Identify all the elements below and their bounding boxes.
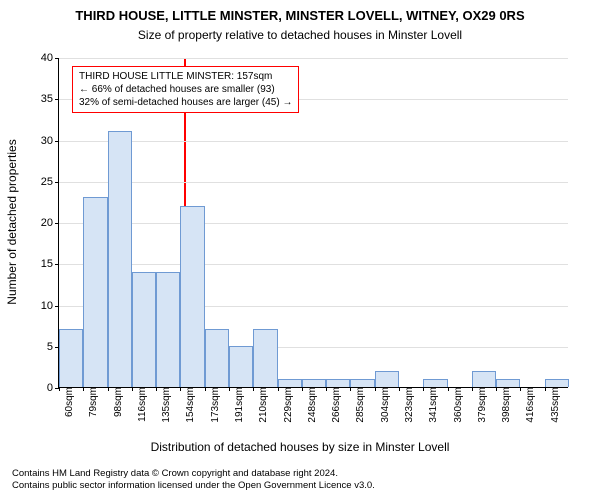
x-tick-label: 304sqm bbox=[378, 387, 391, 423]
histogram-bar bbox=[350, 379, 374, 387]
x-tick-label: 379sqm bbox=[475, 387, 488, 423]
histogram-bar bbox=[496, 379, 520, 387]
x-tick-label: 285sqm bbox=[353, 387, 366, 423]
x-tick-label: 98sqm bbox=[111, 387, 124, 417]
histogram-bar bbox=[472, 371, 496, 388]
y-tick-label: 20 bbox=[41, 217, 59, 229]
chart-container: THIRD HOUSE, LITTLE MINSTER, MINSTER LOV… bbox=[0, 0, 600, 500]
histogram-bar bbox=[545, 379, 569, 387]
histogram-bar bbox=[302, 379, 326, 387]
x-tick-label: 266sqm bbox=[329, 387, 342, 423]
y-tick-label: 15 bbox=[41, 258, 59, 270]
x-tick-label: 360sqm bbox=[451, 387, 464, 423]
x-tick-label: 248sqm bbox=[305, 387, 318, 423]
histogram-bar bbox=[278, 379, 302, 387]
annotation-line: 32% of semi-detached houses are larger (… bbox=[79, 96, 292, 109]
x-tick-label: 229sqm bbox=[281, 387, 294, 423]
annotation-box: THIRD HOUSE LITTLE MINSTER: 157sqm← 66% … bbox=[72, 66, 299, 113]
y-tick-label: 25 bbox=[41, 176, 59, 188]
x-tick-label: 135sqm bbox=[159, 387, 172, 423]
chart-subtitle: Size of property relative to detached ho… bbox=[0, 28, 600, 42]
y-tick-label: 0 bbox=[47, 382, 59, 394]
footer-line-1: Contains HM Land Registry data © Crown c… bbox=[12, 468, 375, 480]
histogram-bar bbox=[375, 371, 399, 388]
histogram-bar bbox=[83, 197, 107, 387]
x-tick-label: 435sqm bbox=[548, 387, 561, 423]
annotation-line: THIRD HOUSE LITTLE MINSTER: 157sqm bbox=[79, 70, 292, 83]
histogram-bar bbox=[423, 379, 447, 387]
x-axis-label: Distribution of detached houses by size … bbox=[0, 440, 600, 454]
gridline bbox=[59, 182, 568, 183]
x-tick-label: 79sqm bbox=[86, 387, 99, 417]
histogram-bar bbox=[253, 329, 277, 387]
x-tick-label: 416sqm bbox=[523, 387, 536, 423]
histogram-bar bbox=[326, 379, 350, 387]
footer-line-2: Contains public sector information licen… bbox=[12, 480, 375, 492]
histogram-bar bbox=[229, 346, 253, 387]
histogram-bar bbox=[156, 272, 180, 388]
histogram-bar bbox=[180, 206, 204, 388]
y-tick-label: 40 bbox=[41, 52, 59, 64]
x-tick-label: 398sqm bbox=[499, 387, 512, 423]
gridline bbox=[59, 264, 568, 265]
x-tick-label: 116sqm bbox=[135, 387, 148, 422]
x-tick-label: 341sqm bbox=[426, 387, 439, 423]
footer-text: Contains HM Land Registry data © Crown c… bbox=[12, 468, 375, 493]
gridline bbox=[59, 223, 568, 224]
gridline bbox=[59, 58, 568, 59]
histogram-bar bbox=[205, 329, 229, 387]
x-tick-label: 323sqm bbox=[402, 387, 415, 423]
y-tick-label: 10 bbox=[41, 300, 59, 312]
y-axis-label: Number of detached properties bbox=[5, 122, 19, 322]
x-tick-label: 173sqm bbox=[208, 387, 221, 423]
y-tick-label: 5 bbox=[47, 341, 59, 353]
chart-title: THIRD HOUSE, LITTLE MINSTER, MINSTER LOV… bbox=[0, 8, 600, 23]
gridline bbox=[59, 141, 568, 142]
histogram-bar bbox=[108, 131, 132, 387]
x-tick-label: 60sqm bbox=[62, 387, 75, 417]
x-tick-label: 191sqm bbox=[232, 387, 245, 423]
annotation-line: ← 66% of detached houses are smaller (93… bbox=[79, 83, 292, 96]
x-tick-label: 154sqm bbox=[183, 387, 196, 423]
histogram-bar bbox=[59, 329, 83, 387]
x-tick-label: 210sqm bbox=[256, 387, 269, 423]
y-tick-label: 30 bbox=[41, 135, 59, 147]
y-tick-label: 35 bbox=[41, 93, 59, 105]
histogram-bar bbox=[132, 272, 156, 388]
